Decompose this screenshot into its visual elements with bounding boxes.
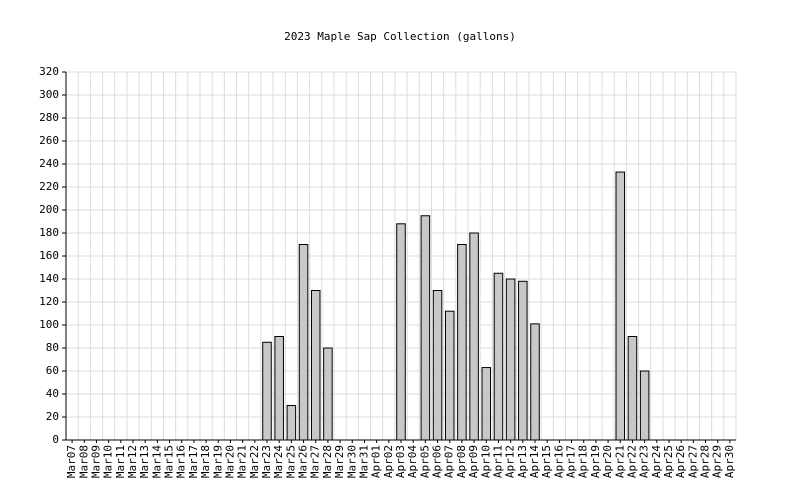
x-tick-label: Apr10	[479, 445, 492, 478]
x-tick-label: Mar13	[138, 445, 151, 478]
y-tick-label: 100	[39, 318, 59, 331]
x-tick-label: Apr29	[711, 445, 724, 478]
x-tick-label: Mar30	[345, 445, 358, 478]
x-tick-label: Apr24	[650, 445, 663, 478]
bar	[481, 367, 492, 441]
y-tick-label: 120	[39, 295, 59, 308]
bar	[518, 280, 528, 441]
x-tick-label: Apr22	[625, 445, 638, 478]
x-tick-label: Mar17	[187, 445, 200, 478]
bar	[298, 244, 309, 441]
x-tick-label: Apr17	[565, 445, 578, 478]
x-tick-label: Apr07	[443, 445, 456, 478]
x-tick-label: Mar24	[272, 445, 285, 478]
y-tick-label: 140	[39, 272, 59, 285]
x-tick-label: Apr08	[455, 445, 468, 478]
x-tick-label: Mar19	[211, 445, 224, 478]
x-tick-label: Apr27	[686, 445, 699, 478]
x-tick-label: Apr16	[552, 445, 565, 478]
bar	[457, 244, 467, 441]
x-tick-label: Apr19	[589, 445, 602, 478]
y-tick-label: 80	[46, 341, 59, 354]
x-tick-label: Mar31	[357, 445, 370, 478]
bar	[444, 310, 455, 441]
bar	[505, 278, 516, 441]
y-tick-label: 180	[39, 226, 59, 239]
bar	[530, 323, 540, 441]
bar	[615, 171, 626, 441]
bar	[469, 232, 479, 441]
x-tick-label: Apr12	[504, 445, 517, 478]
x-tick-label: Apr25	[662, 445, 675, 478]
x-tick-label: Mar09	[89, 445, 102, 478]
y-tick-label: 0	[52, 433, 59, 446]
x-tick-label: Apr06	[431, 445, 444, 478]
y-tick-label: 320	[39, 65, 59, 78]
bar	[396, 223, 406, 441]
x-tick-label: Mar22	[248, 445, 261, 478]
bar	[493, 272, 504, 441]
x-tick-label: Apr26	[674, 445, 687, 478]
chart-title: 2023 Maple Sap Collection (gallons)	[284, 30, 516, 43]
x-tick-label: Mar27	[309, 445, 322, 478]
x-tick-label: Apr13	[516, 445, 529, 478]
x-tick-label: Apr28	[699, 445, 712, 478]
x-tick-label: Apr04	[406, 445, 419, 478]
x-tick-label: Apr15	[540, 445, 553, 478]
x-tick-label: Apr20	[601, 445, 614, 478]
x-tick-label: Mar21	[236, 445, 249, 478]
x-tick-label: Apr09	[467, 445, 480, 478]
y-tick-label: 40	[46, 387, 59, 400]
x-tick-label: Apr21	[613, 445, 626, 478]
x-tick-label: Apr01	[370, 445, 383, 478]
y-tick-label: 60	[46, 364, 59, 377]
x-tick-label: Apr05	[418, 445, 431, 478]
x-tick-label: Mar20	[223, 445, 236, 478]
x-tick-label: Apr18	[577, 445, 590, 478]
bar	[323, 347, 333, 441]
x-tick-label: Apr11	[491, 445, 504, 478]
x-tick-label: Mar07	[65, 445, 78, 478]
x-tick-label: Mar26	[297, 445, 310, 478]
x-tick-label: Mar15	[163, 445, 176, 478]
y-tick-label: 240	[39, 157, 59, 170]
bar	[420, 215, 431, 441]
y-tick-label: 200	[39, 203, 59, 216]
bar	[432, 290, 443, 441]
bar	[639, 370, 650, 441]
bar	[627, 336, 638, 441]
bar	[262, 341, 272, 441]
y-tick-label: 260	[39, 134, 59, 147]
x-tick-label: Apr03	[394, 445, 407, 478]
bar	[274, 336, 284, 441]
x-tick-label: Mar25	[284, 445, 297, 478]
x-tick-label: Mar29	[333, 445, 346, 478]
y-tick-label: 300	[39, 88, 59, 101]
bar	[286, 405, 297, 441]
x-tick-label: Mar14	[150, 445, 163, 478]
y-tick-label: 280	[39, 111, 59, 124]
x-tick-label: Apr14	[528, 445, 541, 478]
x-tick-label: Apr30	[723, 445, 736, 478]
bar	[310, 290, 321, 441]
x-tick-label: Mar10	[102, 445, 115, 478]
x-tick-label: Apr02	[382, 445, 395, 478]
y-tick-label: 20	[46, 410, 59, 423]
x-tick-label: Mar08	[77, 445, 90, 478]
y-tick-label: 160	[39, 249, 59, 262]
y-tick-label: 220	[39, 180, 59, 193]
x-tick-label: Mar12	[126, 445, 139, 478]
x-tick-label: Mar11	[114, 445, 127, 478]
x-tick-label: Mar18	[199, 445, 212, 478]
x-tick-label: Mar28	[321, 445, 334, 478]
x-tick-label: Mar16	[175, 445, 188, 478]
x-tick-label: Mar23	[260, 445, 273, 478]
x-tick-label: Apr23	[638, 445, 651, 478]
